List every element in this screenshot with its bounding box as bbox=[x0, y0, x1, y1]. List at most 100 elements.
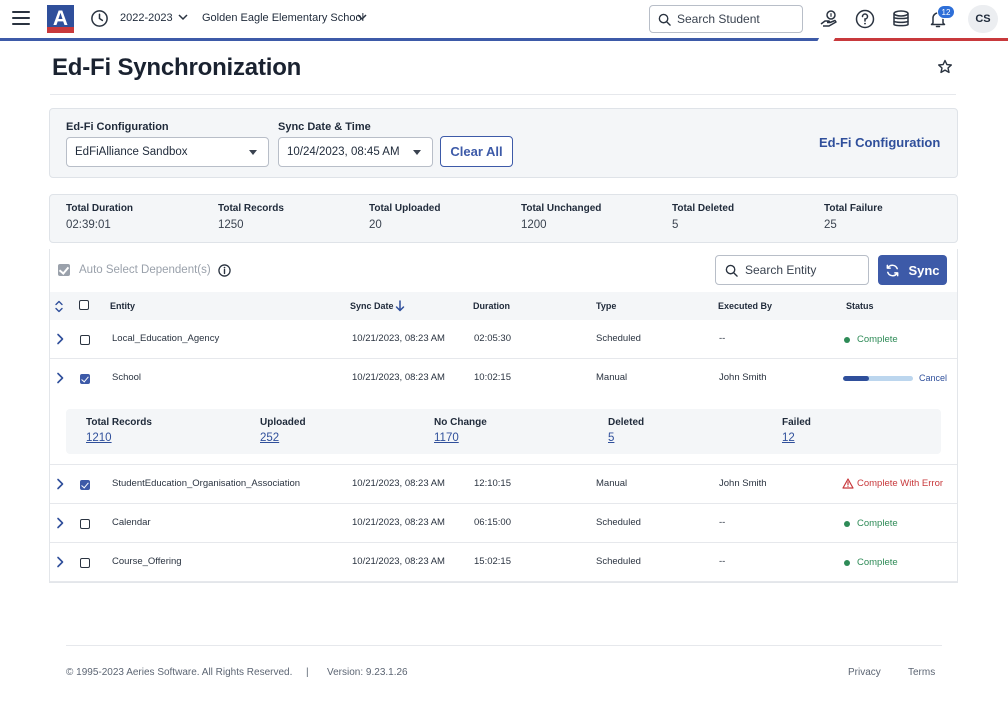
table-row[interactable]: Course_Offering 10/21/2023, 08:23 AM 15:… bbox=[50, 543, 957, 582]
row-checkbox[interactable] bbox=[80, 374, 90, 384]
search-entity-input[interactable]: Search Entity bbox=[715, 255, 869, 285]
aeries-logo[interactable]: A bbox=[47, 5, 74, 33]
clock-icon[interactable] bbox=[90, 9, 109, 28]
cell-duration: 12:10:15 bbox=[474, 478, 511, 489]
detail-value-link[interactable]: 5 bbox=[608, 432, 615, 444]
col-status[interactable]: Status bbox=[846, 301, 874, 311]
privacy-link[interactable]: Privacy bbox=[848, 667, 881, 678]
auto-select-label: Auto Select Dependent(s) bbox=[79, 264, 211, 276]
cell-sync-date: 10/21/2023, 08:23 AM bbox=[352, 372, 445, 383]
search-student-input[interactable]: Search Student bbox=[649, 5, 803, 33]
hand-coin-icon[interactable] bbox=[819, 9, 839, 29]
chevron-right-icon[interactable] bbox=[55, 333, 65, 345]
detail-deleted: Deleted 5 bbox=[608, 417, 644, 446]
select-all-checkbox[interactable] bbox=[79, 300, 89, 310]
detail-value-link[interactable]: 1210 bbox=[86, 432, 112, 444]
database-icon[interactable] bbox=[891, 9, 911, 29]
sync-progress-bar bbox=[843, 376, 913, 381]
cell-type: Scheduled bbox=[596, 556, 641, 567]
cell-type: Scheduled bbox=[596, 333, 641, 344]
col-entity[interactable]: Entity bbox=[110, 301, 136, 311]
chevron-right-icon[interactable] bbox=[55, 517, 65, 529]
help-icon[interactable] bbox=[855, 9, 875, 29]
table-row[interactable]: Calendar 10/21/2023, 08:23 AM 06:15:00 S… bbox=[50, 504, 957, 543]
total-label: Total Unchanged bbox=[521, 203, 602, 214]
total-duration: Total Duration 02:39:01 bbox=[66, 203, 133, 231]
total-label: Total Deleted bbox=[672, 203, 735, 214]
total-value: 5 bbox=[672, 219, 679, 231]
table-row[interactable]: StudentEducation_Organisation_Associatio… bbox=[50, 465, 957, 504]
col-duration[interactable]: Duration bbox=[473, 301, 510, 311]
auto-select-checkbox[interactable] bbox=[58, 264, 70, 276]
sync-date-value: 10/24/2023, 08:45 AM bbox=[287, 146, 400, 158]
chevron-down-icon[interactable] bbox=[178, 14, 188, 21]
top-bar: A 2022-2023 Golden Eagle Elementary Scho… bbox=[0, 0, 1008, 38]
footer-version: Version: 9.23.1.26 bbox=[327, 667, 408, 678]
sync-date-label: Sync Date & Time bbox=[278, 121, 371, 133]
row-checkbox[interactable] bbox=[80, 480, 90, 490]
status-text: Complete With Error bbox=[857, 478, 944, 489]
total-value: 02:39:01 bbox=[66, 219, 111, 231]
table-header: Entity Sync Date Duration Type Executed … bbox=[50, 292, 957, 320]
sync-button[interactable]: Sync bbox=[878, 255, 947, 285]
config-select[interactable]: EdFiAlliance Sandbox bbox=[66, 137, 269, 167]
star-icon[interactable] bbox=[937, 59, 953, 75]
total-label: Total Uploaded bbox=[369, 203, 441, 214]
cell-executed-by: -- bbox=[719, 556, 726, 567]
detail-value-link[interactable]: 1170 bbox=[434, 432, 459, 444]
sort-arrow-down-icon[interactable] bbox=[395, 300, 405, 312]
cell-duration: 10:02:15 bbox=[474, 372, 511, 383]
cell-duration: 15:02:15 bbox=[474, 556, 511, 567]
detail-value-link[interactable]: 12 bbox=[782, 432, 795, 444]
cell-executed-by: John Smith bbox=[719, 372, 767, 383]
chevron-right-icon[interactable] bbox=[55, 478, 65, 490]
detail-label: Total Records bbox=[86, 417, 152, 428]
caret-down-icon bbox=[413, 150, 421, 155]
detail-label: No Change bbox=[434, 417, 487, 428]
search-icon bbox=[725, 264, 738, 277]
total-failure: Total Failure 25 bbox=[824, 203, 883, 231]
logo-letter: A bbox=[53, 7, 68, 30]
col-sync-date[interactable]: Sync Date bbox=[350, 301, 394, 311]
edfi-configuration-link[interactable]: Ed-Fi Configuration bbox=[819, 135, 941, 150]
page-title: Ed-Fi Synchronization bbox=[52, 54, 302, 81]
cell-executed-by: -- bbox=[719, 517, 726, 528]
detail-label: Deleted bbox=[608, 417, 645, 428]
chevron-right-icon[interactable] bbox=[55, 556, 65, 568]
chevron-down-icon[interactable] bbox=[357, 14, 367, 21]
table-row[interactable]: Local_Education_Agency 10/21/2023, 08:23… bbox=[50, 320, 957, 359]
cell-type: Manual bbox=[596, 372, 628, 383]
detail-uploaded: Uploaded 252 bbox=[260, 417, 306, 446]
info-icon[interactable] bbox=[218, 264, 231, 277]
table-row[interactable]: School 10/21/2023, 08:23 AM 10:02:15 Man… bbox=[50, 359, 957, 398]
total-unchanged: Total Unchanged 1200 bbox=[521, 203, 601, 231]
row-checkbox[interactable] bbox=[80, 519, 90, 529]
cell-duration: 02:05:30 bbox=[474, 333, 511, 344]
col-executed-by[interactable]: Executed By bbox=[718, 301, 773, 311]
avatar[interactable]: CS bbox=[968, 5, 998, 33]
chevron-right-icon[interactable] bbox=[55, 372, 65, 384]
sync-progress-fill bbox=[843, 376, 869, 381]
sync-date-select[interactable]: 10/24/2023, 08:45 AM bbox=[278, 137, 433, 167]
total-label: Total Failure bbox=[824, 203, 883, 214]
status-dot-icon bbox=[844, 336, 850, 343]
cell-entity: Local_Education_Agency bbox=[112, 333, 220, 344]
header-accent-line-red bbox=[830, 38, 1008, 41]
total-value: 1250 bbox=[218, 219, 244, 231]
terms-link[interactable]: Terms bbox=[908, 667, 936, 678]
col-type[interactable]: Type bbox=[596, 301, 617, 311]
expand-collapse-all-icon[interactable] bbox=[55, 300, 63, 313]
school-year-select[interactable]: 2022-2023 bbox=[120, 12, 173, 24]
detail-label: Failed bbox=[782, 417, 811, 428]
status-badge: Complete bbox=[844, 518, 898, 529]
detail-value-link[interactable]: 252 bbox=[260, 432, 280, 444]
menu-icon[interactable] bbox=[12, 11, 30, 25]
footer-separator: | bbox=[306, 667, 309, 678]
clear-all-button[interactable]: Clear All bbox=[440, 136, 513, 167]
row-checkbox[interactable] bbox=[80, 558, 90, 568]
school-select[interactable]: Golden Eagle Elementary School bbox=[202, 12, 365, 24]
title-divider bbox=[50, 94, 956, 95]
row-checkbox[interactable] bbox=[80, 335, 90, 345]
detail-failed: Failed 12 bbox=[782, 417, 811, 446]
cancel-sync-link[interactable]: Cancel bbox=[919, 373, 948, 383]
